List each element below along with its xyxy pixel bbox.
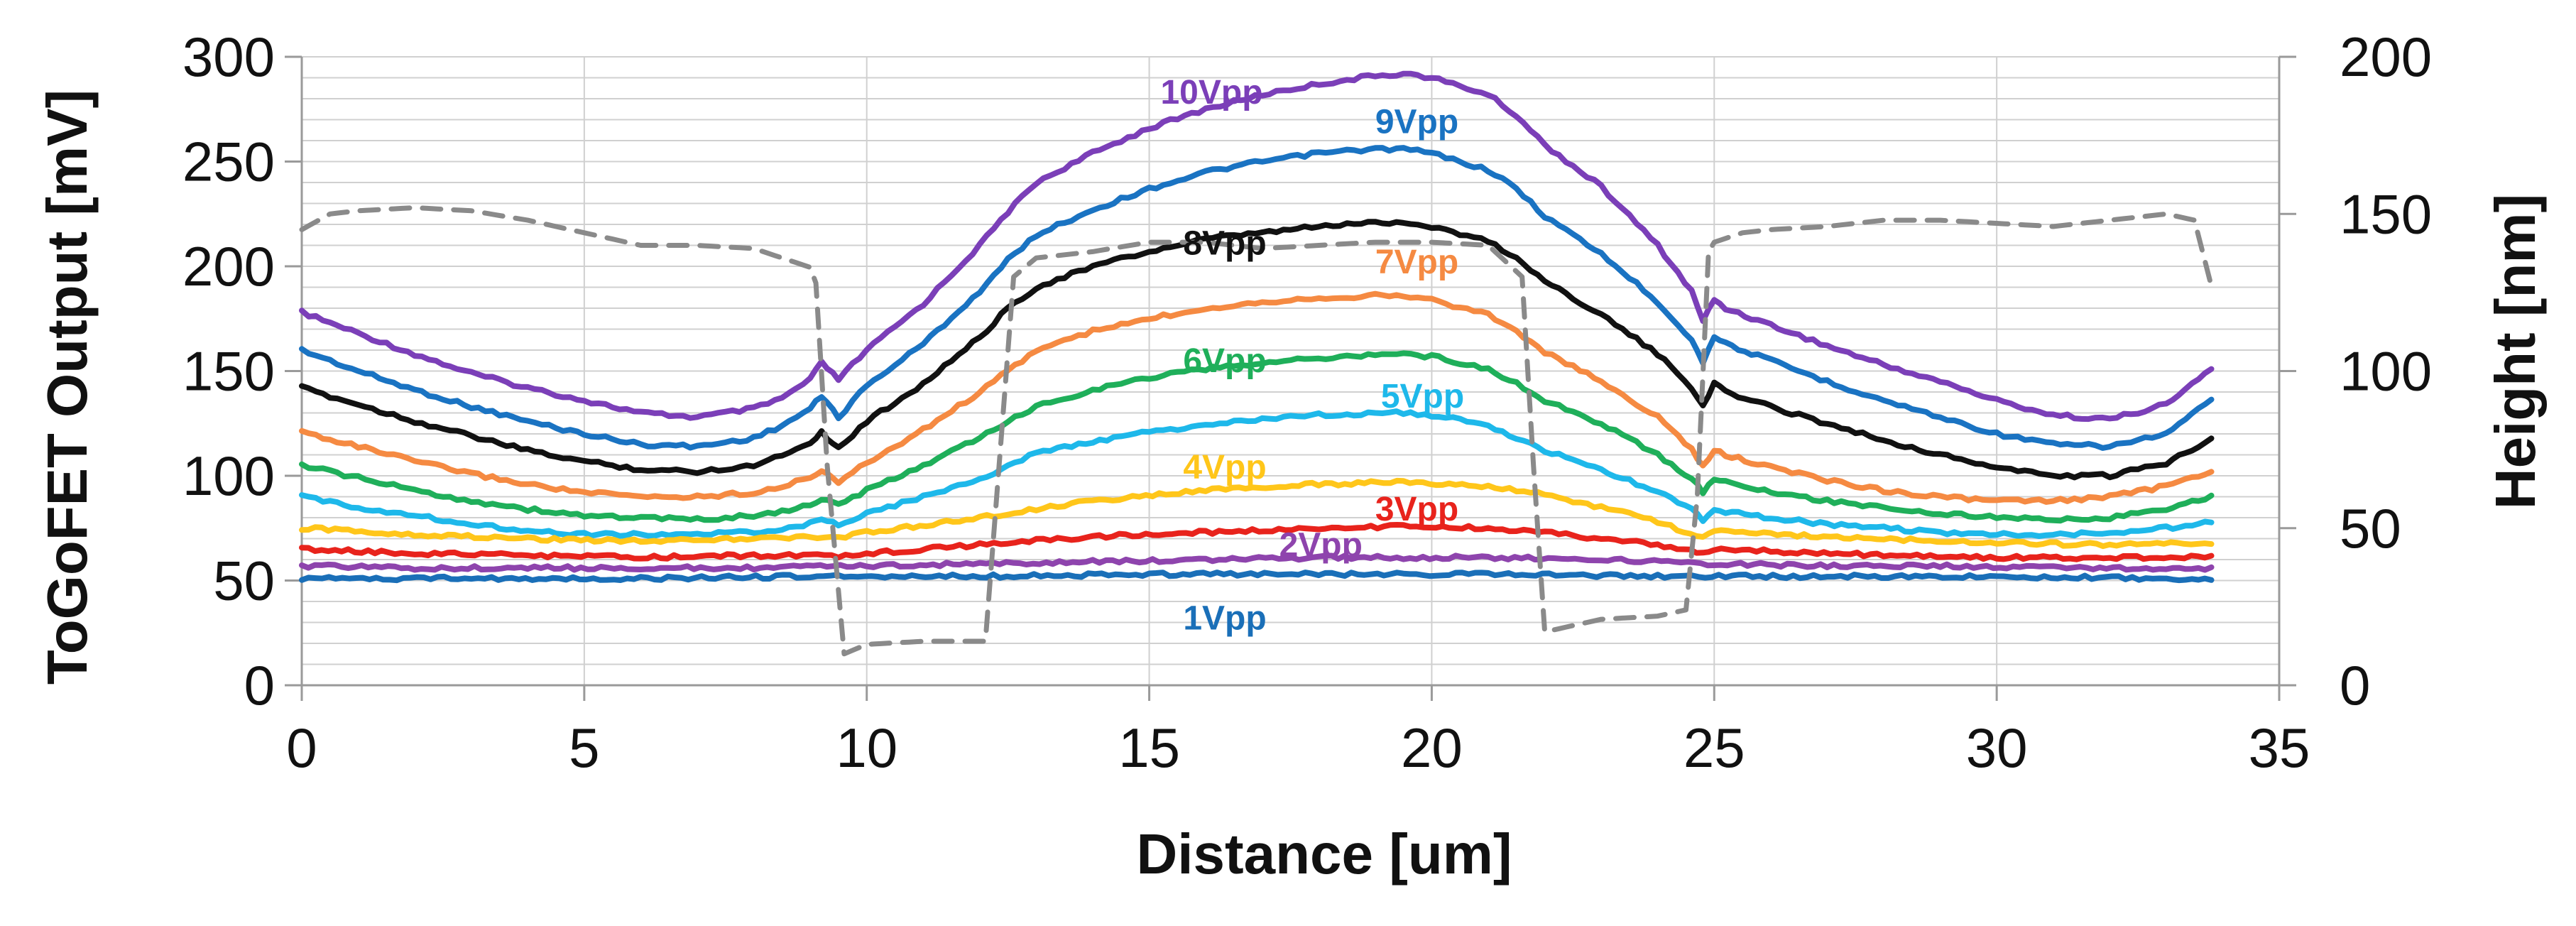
series-label-10vpp: 10Vpp [1160, 74, 1262, 111]
y2-tick-label: 0 [2340, 654, 2370, 717]
y-tick-label: 150 [182, 340, 275, 403]
y-tick-label: 250 [182, 131, 275, 193]
series-line-6vpp [299, 350, 2215, 524]
series-label-2vpp: 2Vpp [1279, 526, 1363, 564]
series-label-8vpp: 8Vpp [1183, 225, 1266, 263]
series-line-3vpp [299, 522, 2215, 562]
y-tick-label: 50 [213, 550, 275, 612]
series-label-5vpp: 5Vpp [1381, 378, 1464, 415]
y2-tick-label: 50 [2340, 497, 2401, 560]
y-axis-title-left: ToGoFET Output [mV] [36, 89, 99, 685]
x-tick-label: 30 [1966, 717, 2028, 779]
series-label-7vpp: 7Vpp [1375, 244, 1458, 281]
y2-tick-label: 150 [2340, 183, 2432, 245]
series-labels: 10Vpp 9Vpp 8Vpp 7Vpp 6Vpp 5Vpp 4Vpp 3Vpp 2Vpp 1Vp… [1160, 74, 1464, 637]
x-tick-label: 5 [569, 717, 599, 779]
x-tick-label: 15 [1118, 717, 1180, 779]
series-label-3vpp: 3Vpp [1375, 491, 1458, 528]
x-tick-label: 25 [1683, 717, 1745, 779]
grid [301, 56, 2280, 686]
axes: 0 50 100 150 200 250 300 0 50 100 150 200 0 5 10 15 20 25… [182, 26, 2432, 779]
y-axis-title-right: Height [nm] [2484, 194, 2547, 509]
series-label-9vpp: 9Vpp [1375, 103, 1458, 141]
y-tick-label: 200 [182, 235, 275, 298]
series-line-2vpp [299, 552, 2215, 573]
series-line-5vpp [299, 408, 2215, 539]
series-label-4vpp: 4Vpp [1183, 449, 1266, 486]
series-line-7vpp [299, 290, 2215, 505]
series-line-height [299, 205, 2214, 657]
x-axis-title: Distance [um] [1137, 822, 1512, 886]
series-line-9vpp [299, 145, 2215, 451]
series-label-1vpp: 1Vpp [1183, 600, 1266, 638]
x-tick-label: 20 [1401, 717, 1463, 779]
series-line-4vpp [299, 477, 2215, 550]
series-line-1vpp [299, 570, 2215, 584]
series-line-8vpp [299, 219, 2215, 481]
y-tick-label: 0 [244, 654, 275, 717]
series-label-6vpp: 6Vpp [1183, 342, 1266, 380]
series-lines [299, 70, 2215, 657]
y2-tick-label: 200 [2340, 26, 2432, 88]
series-line-10vpp [299, 70, 2215, 423]
x-tick-label: 10 [836, 717, 897, 779]
y-tick-label: 300 [182, 26, 275, 88]
x-tick-label: 0 [286, 717, 317, 779]
x-tick-label: 35 [2249, 717, 2310, 779]
y2-tick-label: 100 [2340, 340, 2432, 403]
y-tick-label: 100 [182, 445, 275, 507]
